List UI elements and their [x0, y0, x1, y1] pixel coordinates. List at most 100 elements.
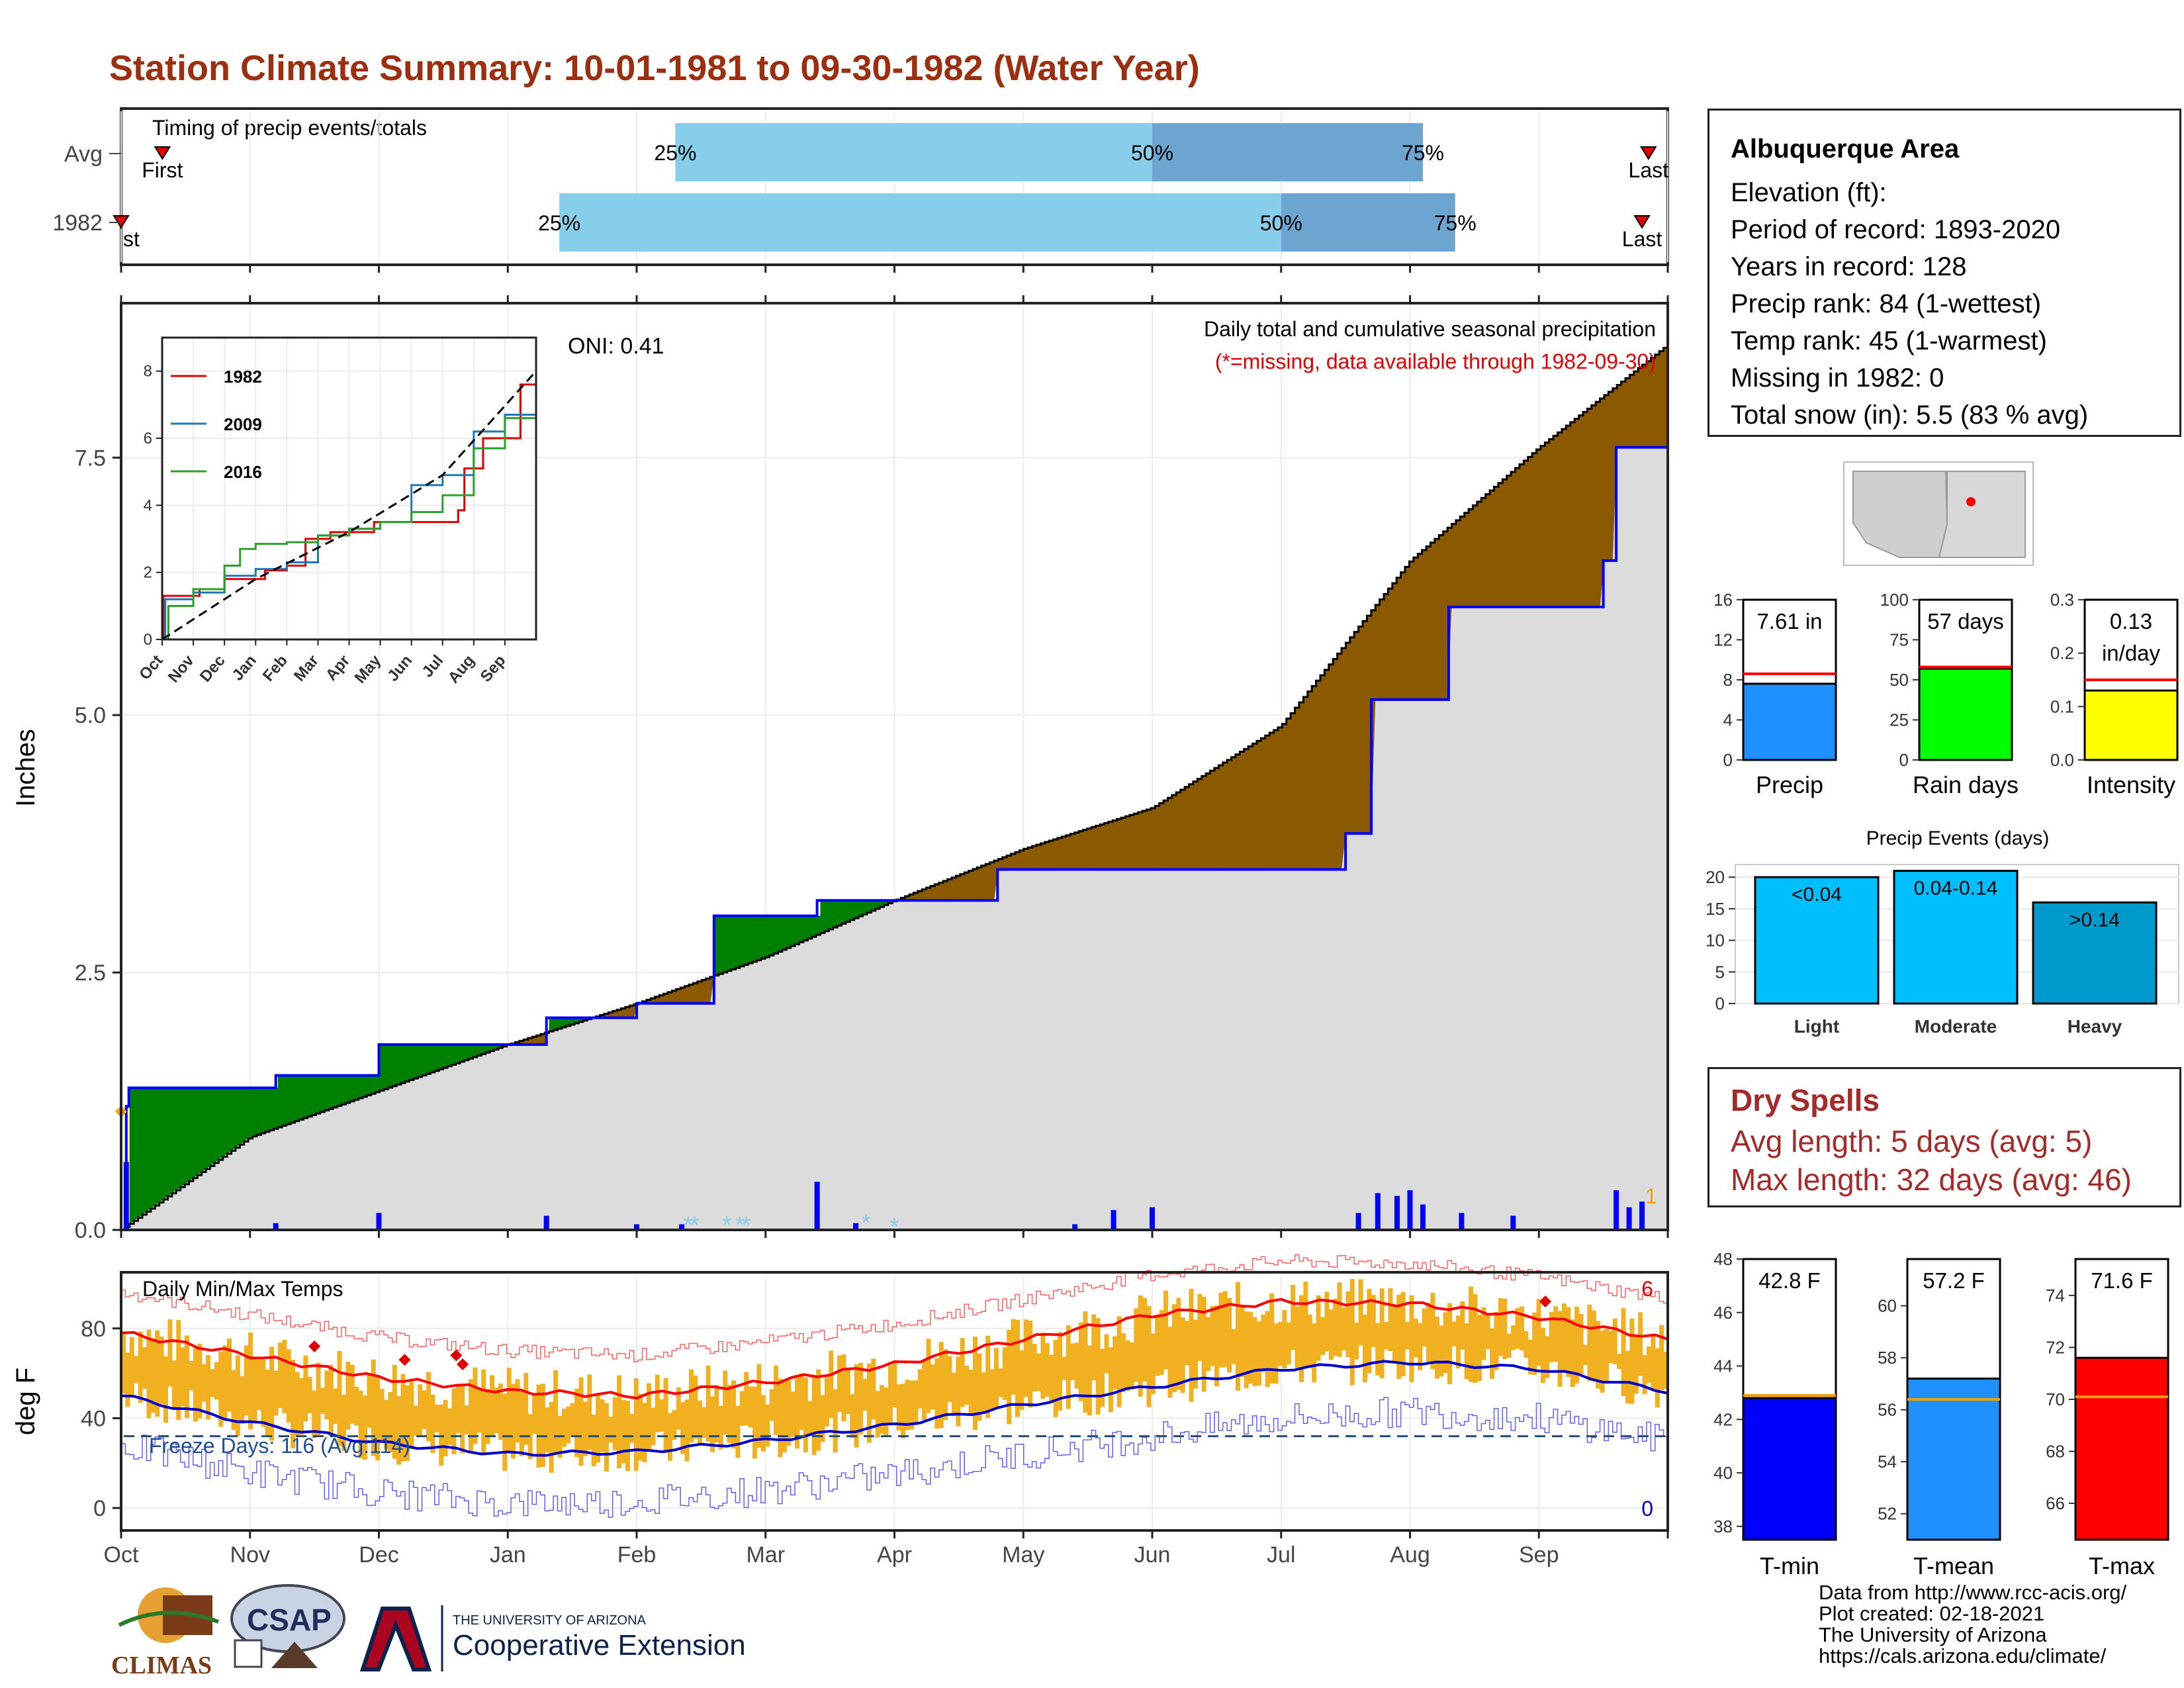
anomaly-fill: [1617, 385, 1622, 447]
daily-temp-bar: [905, 1380, 910, 1430]
credit-line: https://cals.arizona.edu/climate/: [1819, 1644, 2107, 1667]
summary-ytick-label: 0.3: [2050, 590, 2074, 610]
daily-temp-bar: [1646, 1346, 1651, 1383]
daily-temp-bar: [1324, 1291, 1330, 1352]
daily-temp-bar: [1498, 1297, 1503, 1356]
daily-temp-bar: [185, 1335, 190, 1418]
anomaly-fill: [1519, 464, 1525, 607]
oni-label: ONI: 0.41: [568, 334, 664, 359]
anomaly-fill: [159, 1088, 164, 1203]
anomaly-fill: [1561, 429, 1567, 607]
daily-temp-bar: [1282, 1309, 1287, 1369]
daily-temp-bar: [176, 1320, 181, 1420]
climas-text: CLIMAS: [111, 1652, 212, 1679]
daily-temp-bar: [845, 1368, 850, 1415]
daily-temp-bar: [858, 1362, 864, 1435]
anomaly-fill: [277, 1075, 283, 1127]
anomaly-fill: [197, 1088, 203, 1176]
anomaly-fill: [1002, 857, 1007, 870]
anomaly-fill: [1409, 561, 1414, 700]
daily-temp-bar: [1108, 1347, 1113, 1413]
daily-temp-bar: [769, 1389, 774, 1421]
record-high-marker: [308, 1340, 321, 1352]
daily-temp-bar: [1439, 1325, 1444, 1377]
daily-temp-bar: [570, 1403, 575, 1437]
anomaly-fill: [909, 894, 915, 901]
month-label: Aug: [1390, 1542, 1430, 1568]
daily-temp-bar: [485, 1389, 490, 1444]
anomaly-fill: [349, 1075, 355, 1102]
daily-temp-bar: [511, 1383, 516, 1459]
daily-temp-bar: [333, 1388, 338, 1424]
daily-temp-bar: [714, 1385, 719, 1442]
daily-temp-bar: [1540, 1327, 1545, 1383]
month-label: Feb: [617, 1542, 657, 1568]
daily-temp-bar: [189, 1360, 194, 1391]
daily-temp-bar: [604, 1403, 609, 1472]
anomaly-fill: [1434, 539, 1440, 700]
record-high-marker: [398, 1354, 411, 1366]
anomaly-fill: [328, 1075, 334, 1109]
anomaly-fill: [1511, 471, 1516, 607]
anomaly-fill: [1023, 849, 1028, 870]
anomaly-fill: [1527, 457, 1533, 607]
anomaly-fill: [460, 1045, 465, 1062]
info-line: Temp rank: 45 (1-warmest): [1731, 326, 2047, 355]
daily-temp-bar: [727, 1385, 732, 1443]
anomaly-fill: [672, 990, 677, 1004]
daily-temp-bar: [1400, 1291, 1406, 1377]
anomaly-fill: [1134, 814, 1139, 870]
daily-temp-bar: [545, 1407, 550, 1453]
daily-temp-bar: [1040, 1333, 1046, 1399]
anomaly-fill: [663, 994, 668, 1004]
anomaly-fill: [1578, 415, 1584, 607]
anomaly-fill: [723, 915, 728, 972]
anomaly-fill: [1600, 399, 1605, 607]
daily-temp-bar: [490, 1375, 495, 1436]
daily-temp-bar: [527, 1414, 533, 1460]
temps-ylabel: deg F: [11, 1368, 40, 1435]
anomaly-fill: [1142, 810, 1148, 870]
anomaly-fill: [1252, 743, 1257, 870]
anomaly-fill: [464, 1045, 469, 1060]
anomaly-fill: [629, 1006, 635, 1018]
anomaly-fill: [871, 900, 876, 911]
anomaly-fill: [451, 1045, 457, 1065]
anomaly-fill: [167, 1088, 173, 1197]
anomaly-fill: [1659, 351, 1664, 447]
daily-temp-bar: [481, 1369, 486, 1456]
daily-temp-bar: [561, 1409, 567, 1447]
anomaly-fill: [443, 1045, 448, 1068]
summary-ytick-label: 42: [1713, 1409, 1733, 1429]
anomaly-fill: [1549, 439, 1554, 607]
daily-precip-bar: [1375, 1193, 1381, 1230]
anomaly-fill: [337, 1075, 342, 1106]
daily-temp-bar: [1422, 1308, 1427, 1347]
daily-temp-bar: [892, 1363, 897, 1407]
timing-label: Timing of precip events/totals: [152, 116, 427, 140]
anomaly-fill: [519, 1041, 525, 1045]
daily-temp-bar: [697, 1400, 702, 1444]
anomaly-fill: [938, 882, 944, 901]
dry-spells-max: Max length: 32 days (avg: 46): [1731, 1162, 2132, 1197]
anomaly-fill: [1375, 604, 1381, 700]
snow-marker: *: [735, 1211, 745, 1238]
anomaly-fill: [1210, 771, 1215, 870]
anomaly-fill: [320, 1075, 326, 1112]
daily-precip-bar: [853, 1223, 859, 1230]
daily-temp-bar: [1434, 1316, 1439, 1379]
daily-temp-bar: [1375, 1323, 1381, 1376]
daily-temp-bar: [824, 1377, 829, 1427]
anomaly-fill: [434, 1045, 440, 1071]
events-ytick-label: 15: [1706, 899, 1725, 919]
daily-temp-bar: [180, 1347, 185, 1407]
daily-temp-bar: [934, 1358, 940, 1429]
anomaly-fill: [269, 1088, 275, 1131]
summary-category-label: T-max: [2089, 1552, 2155, 1579]
daily-temp-bar: [1248, 1311, 1253, 1383]
anomaly-fill: [426, 1045, 432, 1074]
daily-temp-bar: [871, 1358, 876, 1420]
anomaly-fill: [222, 1088, 228, 1157]
daily-temp-bar: [1354, 1323, 1359, 1360]
daily-temp-bar: [1053, 1339, 1058, 1417]
